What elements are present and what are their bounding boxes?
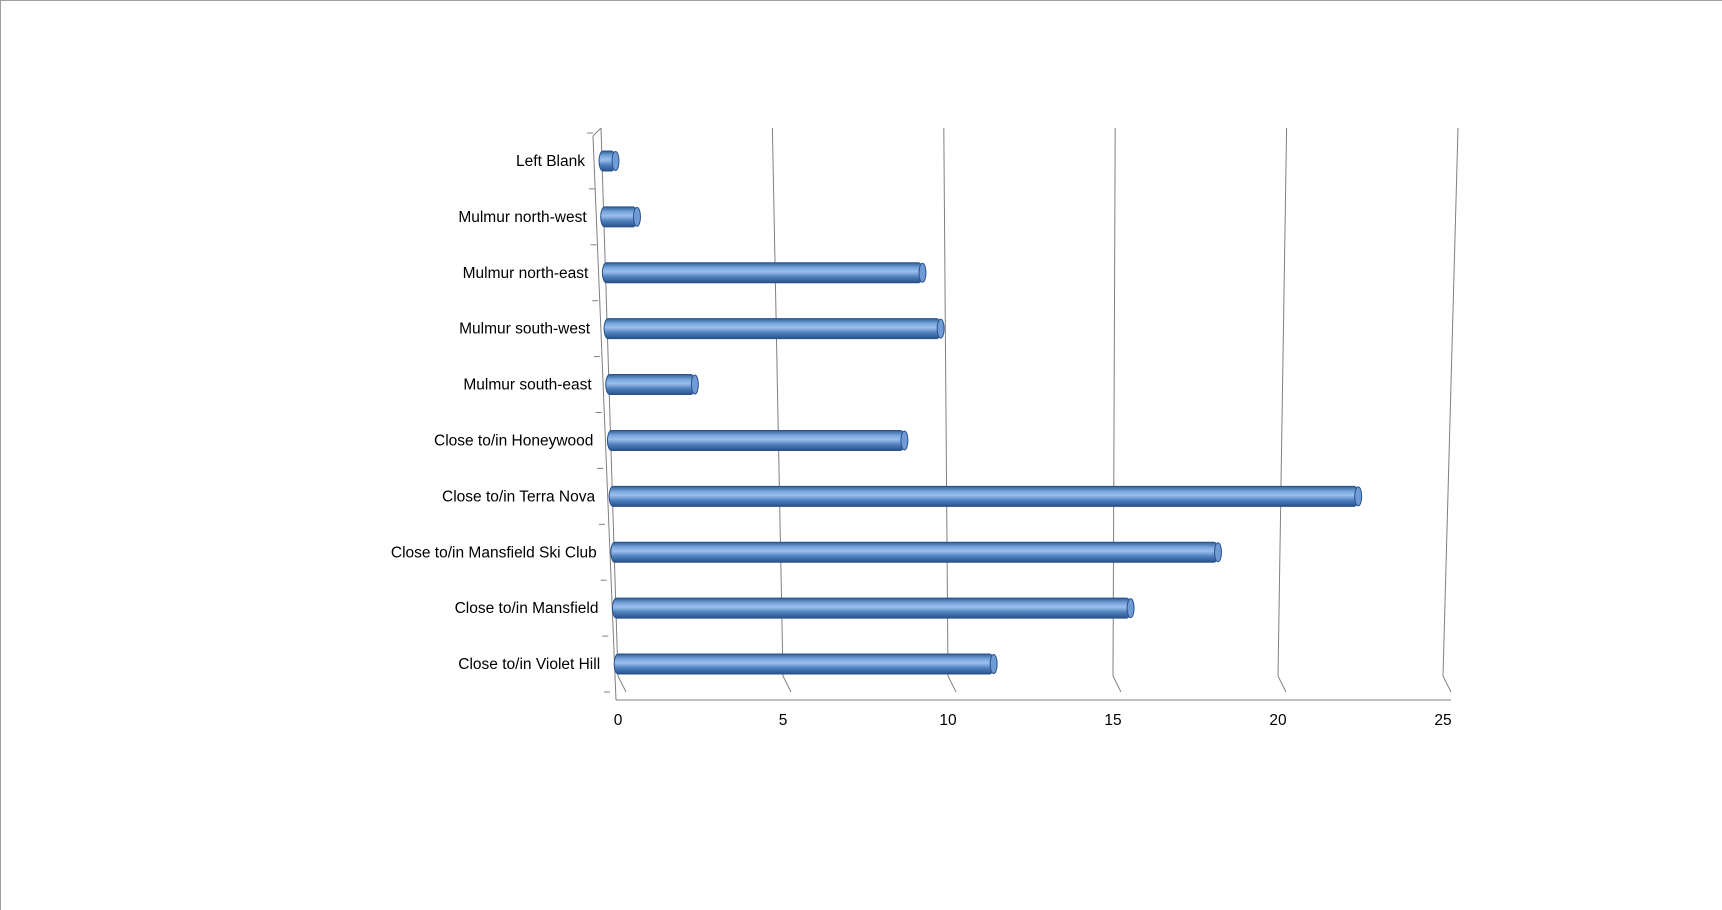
gridline — [1277, 127, 1288, 677]
bar — [611, 597, 1135, 619]
bar — [613, 653, 998, 675]
category-label: Mulmur south-east — [463, 377, 592, 394]
category-label: Mulmur south-west — [459, 321, 591, 338]
gridline — [943, 127, 949, 677]
labels: 0 5 10 15 20 25 Left Blank Mulmur north-west Mul… — [391, 153, 1452, 729]
bars — [598, 150, 1363, 675]
category-label: Close to/in Mansfield — [455, 600, 599, 617]
bar-cap — [690, 374, 699, 395]
bar-body — [611, 597, 1132, 619]
bar-cap — [632, 206, 641, 227]
bar — [605, 374, 699, 396]
gridline-floor — [1112, 675, 1122, 693]
bar-cap — [1213, 542, 1222, 563]
bar — [608, 485, 1363, 507]
gridline-floor — [947, 675, 957, 693]
category-label: Mulmur north-east — [463, 265, 589, 282]
category-label: Mulmur north-west — [458, 209, 587, 226]
bar — [606, 429, 909, 451]
bar-body — [603, 318, 942, 340]
category-label: Close to/in Honeywood — [434, 432, 593, 449]
bar — [598, 150, 620, 172]
gridline-floor — [782, 675, 792, 693]
bar-cap — [1354, 486, 1363, 507]
bar-cap — [989, 654, 998, 675]
bar — [603, 318, 945, 340]
bar-body — [600, 206, 638, 228]
bar-cap — [936, 318, 945, 339]
bar-body — [613, 653, 995, 675]
x-tick-label: 5 — [779, 712, 788, 729]
x-tick-label: 20 — [1269, 712, 1287, 729]
bar — [610, 541, 1222, 563]
category-label: Close to/in Violet Hill — [458, 656, 600, 673]
bar-cap — [1126, 598, 1135, 619]
x-tick-label: 0 — [614, 712, 623, 729]
bar-body — [606, 429, 905, 451]
bar — [601, 262, 927, 284]
bar-body — [608, 485, 1359, 507]
gridline-floor — [617, 675, 627, 693]
category-label: Close to/in Mansfield Ski Club — [391, 544, 597, 561]
bar-body — [605, 374, 696, 396]
gridline-floor — [1442, 675, 1452, 693]
bar-cap — [918, 262, 927, 283]
category-label: Left Blank — [516, 153, 585, 170]
gridline-floor — [1277, 675, 1287, 693]
bar-body — [610, 541, 1219, 563]
bar-cap — [611, 150, 620, 171]
gridline — [1442, 127, 1459, 677]
category-label: Close to/in Terra Nova — [442, 488, 595, 505]
gridline — [1112, 127, 1116, 677]
y-axis-top — [592, 127, 602, 137]
bar-body — [601, 262, 923, 284]
x-tick-label: 15 — [1104, 712, 1121, 729]
bar-cap — [900, 430, 909, 451]
x-tick-label: 25 — [1434, 712, 1451, 729]
gridline — [771, 127, 784, 677]
bar — [600, 206, 641, 228]
x-tick-label: 10 — [939, 712, 957, 729]
